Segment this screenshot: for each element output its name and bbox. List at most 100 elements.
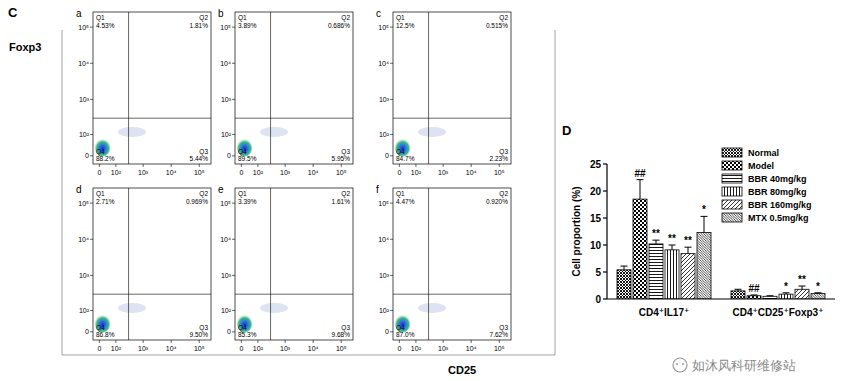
- bar: [633, 199, 647, 299]
- x-tick: [199, 340, 200, 343]
- y-axis-label: Cell proportion (%): [571, 187, 582, 277]
- bar: [795, 289, 809, 299]
- x-axis: [607, 298, 835, 299]
- error-bar: [783, 293, 790, 294]
- y-tick: [390, 203, 393, 204]
- y-tick-label: 10²: [79, 131, 90, 138]
- x-tick: [99, 164, 100, 167]
- y-tick-label: 10⁵: [78, 24, 89, 31]
- plot-letter: e: [218, 184, 224, 195]
- event-tail: [118, 303, 146, 313]
- gate-line: [235, 118, 353, 119]
- gate-line: [93, 118, 211, 119]
- y-tick-label: 10³: [379, 96, 390, 103]
- x-tick-label: 10⁴: [308, 345, 319, 352]
- x-tick-label: 10⁵: [194, 345, 205, 352]
- x-tick-label: 0: [239, 169, 243, 176]
- y-tick: [232, 331, 235, 332]
- plot-frame: [235, 188, 353, 340]
- plot-area: [93, 12, 211, 164]
- significance-mark: *: [816, 281, 820, 292]
- y-tick-label: 0: [227, 152, 231, 159]
- y-tick: [390, 27, 393, 28]
- flow-plot: 010²10³10⁴10⁵010²10³10⁴10⁵cQ112.5%Q20.51…: [376, 8, 511, 176]
- quadrant-percent: 84.7%: [396, 155, 415, 162]
- gate-line: [270, 12, 271, 164]
- x-tick-label: 10³: [138, 345, 149, 352]
- x-tick-label: 10⁴: [166, 169, 177, 176]
- quadrant-percent: 12.5%: [396, 22, 415, 29]
- y-tick: [232, 99, 235, 100]
- y-tick: [90, 310, 93, 311]
- x-tick-label: 10²: [411, 345, 422, 352]
- x-tick-label: 10³: [138, 169, 149, 176]
- significance-mark: *: [702, 204, 706, 215]
- y-tick-label: 10³: [79, 96, 90, 103]
- y-tick: [390, 239, 393, 240]
- bar: [779, 294, 793, 299]
- y-axis: [606, 164, 607, 299]
- x-tick-label: CD4⁺IL17⁺: [639, 307, 690, 318]
- y-tick: [390, 134, 393, 135]
- x-tick-label: 0: [397, 345, 401, 352]
- x-tick-label: 10⁵: [336, 345, 347, 352]
- x-tick-label: 10²: [111, 345, 122, 352]
- x-tick-label: 10⁵: [336, 169, 347, 176]
- x-tick-label: 10²: [411, 169, 422, 176]
- bar: [681, 254, 695, 299]
- gate-line: [393, 118, 511, 119]
- quadrant-percent: 5.95%: [332, 155, 351, 162]
- y-axis-label: Foxp3: [9, 41, 41, 53]
- x-tick: [257, 164, 258, 167]
- x-tick-label: 0: [97, 345, 101, 352]
- y-tick: [232, 63, 235, 64]
- quadrant-percent: 1.81%: [190, 22, 209, 29]
- gate-line: [428, 12, 429, 164]
- plot-area: [393, 12, 511, 164]
- y-tick-label: 10³: [79, 272, 90, 279]
- y-tick-label: 10³: [221, 96, 232, 103]
- significance-mark: **: [652, 228, 660, 239]
- significance-mark: **: [798, 274, 806, 285]
- x-tick: [285, 164, 286, 167]
- y-tick: [90, 63, 93, 64]
- x-tick: [471, 340, 472, 343]
- quadrant-percent: 4.53%: [96, 22, 115, 29]
- gate-line: [235, 294, 353, 295]
- x-tick: [471, 164, 472, 167]
- quadrant-percent: 0.515%: [486, 22, 508, 29]
- y-tick: [232, 239, 235, 240]
- y-tick: [232, 134, 235, 135]
- plot-frame: [93, 12, 211, 164]
- quadrant-percent: 3.39%: [238, 198, 257, 205]
- x-tick-label: 10⁴: [166, 345, 177, 352]
- y-tick: [232, 310, 235, 311]
- plot-area: [235, 188, 353, 340]
- event-cloud: [237, 139, 253, 157]
- significance-mark: **: [668, 233, 676, 244]
- error-bar: [653, 240, 660, 244]
- bar: [731, 291, 745, 299]
- x-tick: [415, 340, 416, 343]
- legend-label: Model: [748, 161, 774, 171]
- y-tick: [90, 99, 93, 100]
- quadrant-percent: 7.62%: [490, 331, 509, 338]
- error-bar: [735, 289, 742, 291]
- quadrant-percent: 89.5%: [238, 155, 257, 162]
- error-bar: [701, 216, 708, 232]
- plot-frame: [393, 188, 511, 340]
- event-cloud: [95, 315, 111, 333]
- x-tick: [241, 340, 242, 343]
- bar: [649, 244, 663, 299]
- quadrant-percent: 3.89%: [238, 22, 257, 29]
- significance-mark: ##: [634, 168, 646, 179]
- x-tick: [499, 340, 500, 343]
- event-tail: [260, 303, 288, 313]
- y-tick: [232, 27, 235, 28]
- event-tail: [260, 127, 288, 137]
- x-tick-label: 10²: [253, 345, 264, 352]
- y-tick-label: 25: [590, 159, 602, 170]
- y-tick-label: 10⁴: [378, 236, 389, 243]
- y-tick-label: 0: [595, 294, 601, 305]
- y-tick-label: 10²: [79, 307, 90, 314]
